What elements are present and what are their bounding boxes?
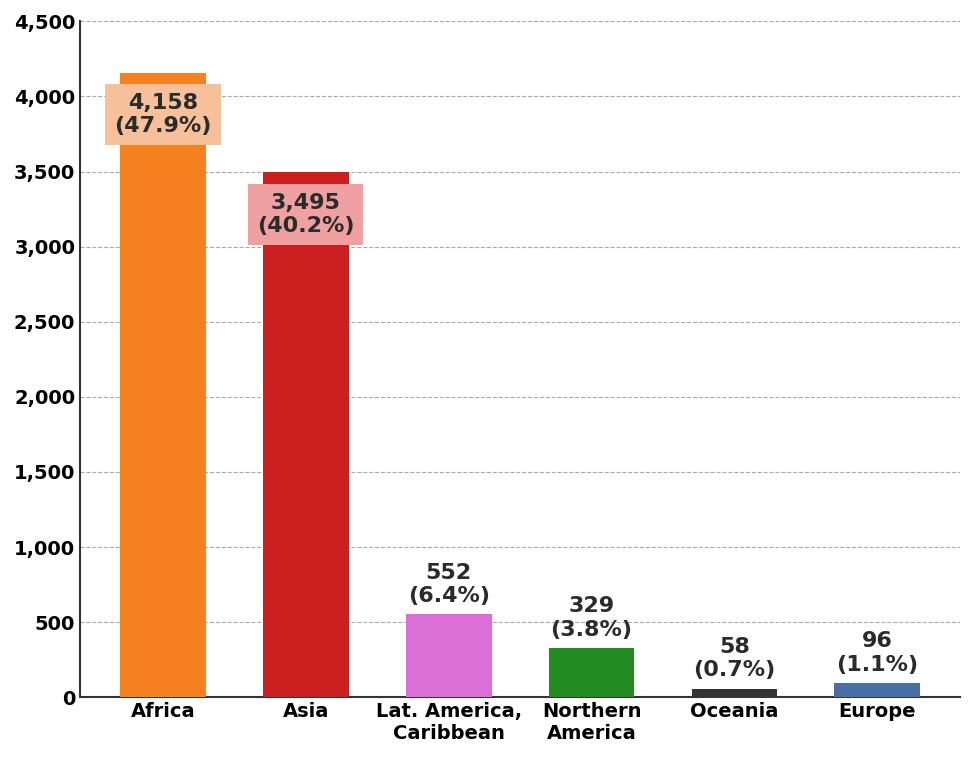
Bar bbox=[120, 73, 206, 697]
Bar bbox=[692, 689, 777, 697]
Bar bbox=[263, 173, 349, 697]
Text: 329
(3.8%): 329 (3.8%) bbox=[550, 597, 632, 640]
Text: 552
(6.4%): 552 (6.4%) bbox=[408, 563, 490, 606]
Text: 58
(0.7%): 58 (0.7%) bbox=[693, 637, 775, 681]
Bar bbox=[835, 683, 920, 697]
Text: 3,495
(40.2%): 3,495 (40.2%) bbox=[257, 193, 355, 236]
Bar bbox=[548, 648, 634, 697]
Text: 96
(1.1%): 96 (1.1%) bbox=[837, 631, 918, 674]
Bar bbox=[406, 615, 492, 697]
Text: 4,158
(47.9%): 4,158 (47.9%) bbox=[114, 93, 211, 136]
